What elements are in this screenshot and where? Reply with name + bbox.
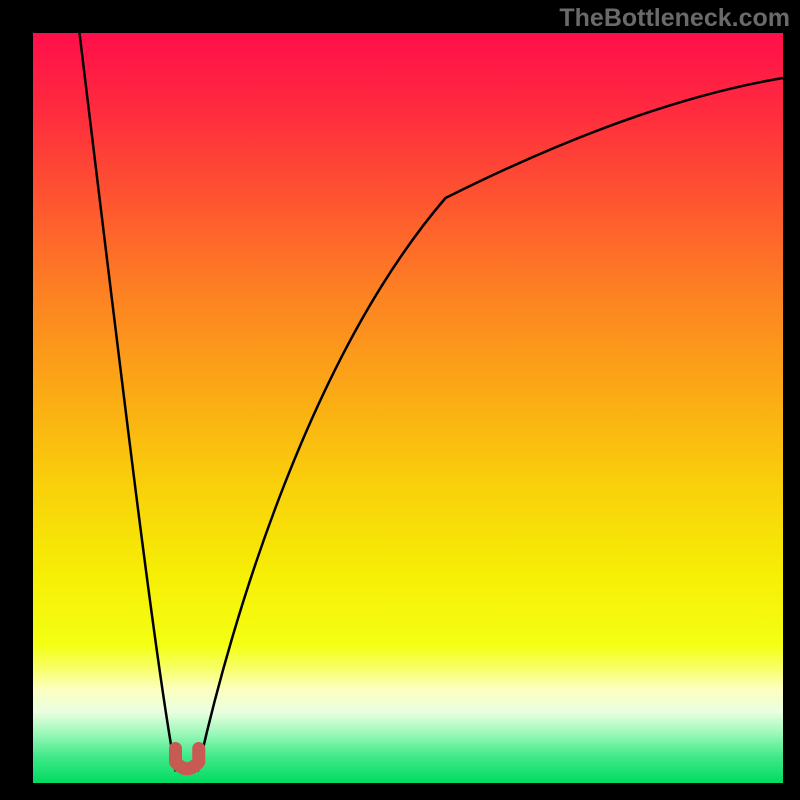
- bottleneck-chart: [0, 0, 800, 800]
- watermark-text: TheBottleneck.com: [559, 4, 790, 33]
- gradient-background: [33, 33, 783, 783]
